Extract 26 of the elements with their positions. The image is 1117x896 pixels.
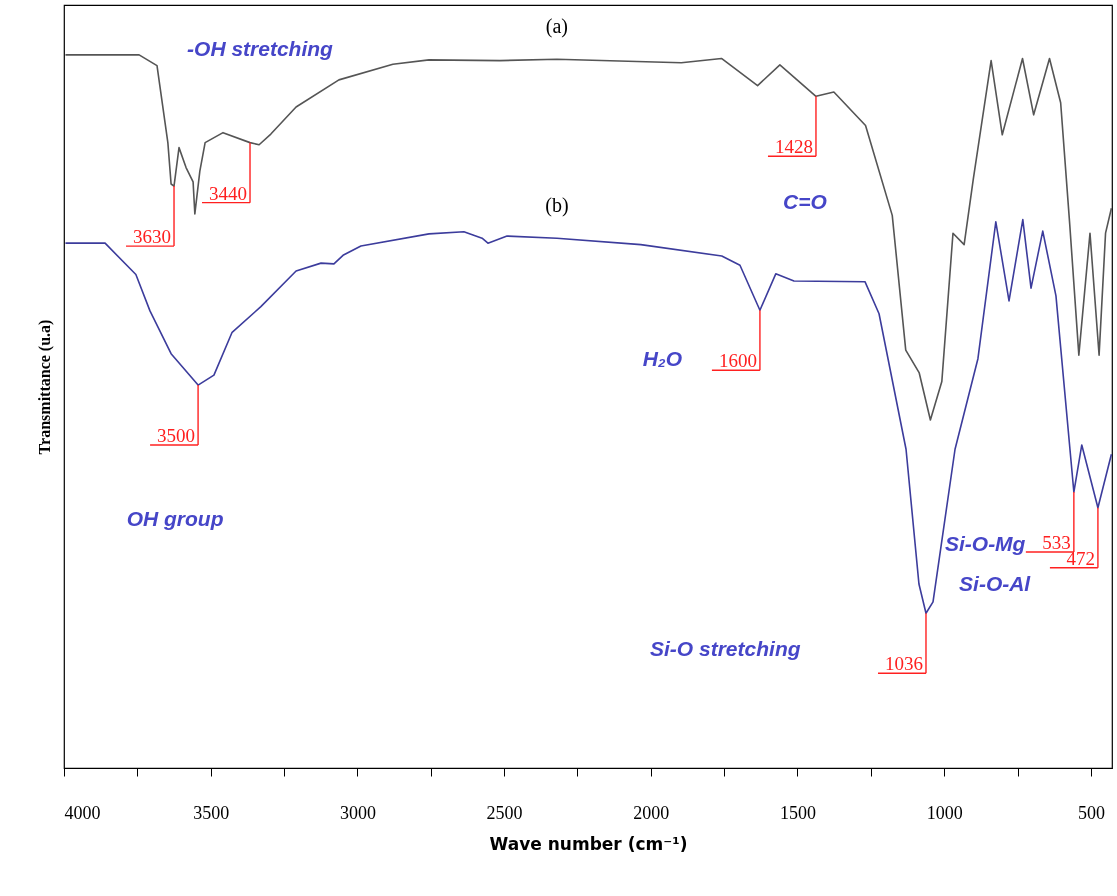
x-tick-label: 2000 (633, 802, 670, 823)
x-tick-label: 1000 (926, 802, 963, 823)
annotation: 3630 (133, 226, 172, 248)
annotation: Si-O-Mg (944, 532, 1026, 556)
annotation: 1428 (774, 136, 813, 158)
annotation: Si-O stretching (650, 636, 801, 660)
x-tick-label: 2500 (486, 802, 523, 823)
annotation: H₂O (642, 346, 683, 370)
annotation: Si-O-Al (959, 571, 1032, 595)
annotation: 3500 (157, 425, 196, 447)
x-tick-label: 3000 (339, 802, 376, 823)
x-tick-label: 4000 (64, 802, 101, 823)
x-tick-label: 500 (1077, 802, 1105, 823)
x-tick-label: 3500 (193, 802, 230, 823)
annotation: 3440 (209, 182, 248, 204)
annotation: -OH stretching (187, 37, 334, 61)
series-label: (a) (545, 15, 568, 39)
annotation: 1036 (884, 653, 923, 675)
annotation: 533 (1042, 532, 1071, 554)
x-tick-label: 1500 (779, 802, 816, 823)
annotation: C=O (783, 190, 827, 214)
annotation: OH group (126, 507, 224, 531)
series-label: (b) (545, 194, 569, 218)
annotation: 1600 (718, 350, 757, 372)
y-axis-title: Transmittance (u.a) (35, 319, 54, 455)
x-axis-title: Wave number (cm⁻¹) (489, 833, 688, 854)
